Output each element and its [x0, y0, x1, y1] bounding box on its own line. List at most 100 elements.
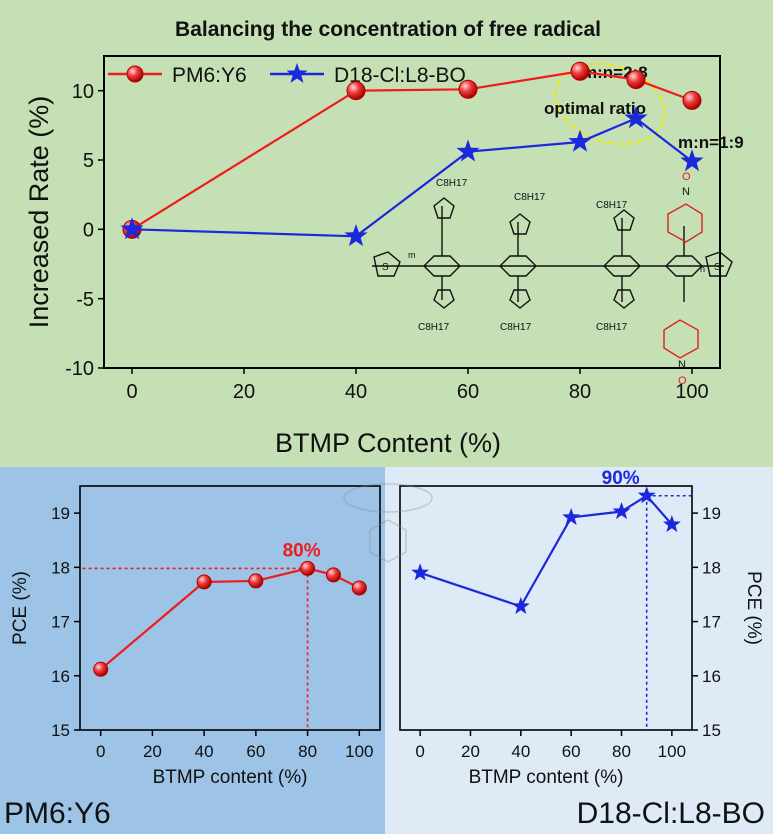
side-chain-label-1-top: C8H17	[436, 178, 468, 189]
repeat-unit-n: n	[700, 264, 705, 274]
y-tick-label: 0	[83, 220, 94, 242]
highlight-label: 80%	[283, 540, 321, 561]
data-point	[624, 106, 648, 129]
top-chart: Balancing the concentration of free radi…	[24, 18, 744, 458]
watermark-ring-ellipse	[343, 483, 433, 513]
x-tick-label: 0	[96, 742, 105, 761]
tempo-o-bottom: O	[678, 375, 687, 387]
data-point	[196, 574, 212, 590]
x-tick-label: 20	[233, 381, 255, 403]
y-tick-label: 18	[51, 558, 70, 577]
data-point	[93, 661, 109, 677]
bl-x-axis-label: BTMP content (%)	[153, 767, 308, 788]
ester-benzene-ring	[665, 255, 703, 277]
annotation-m-n-1-9: m:n=1:9	[678, 133, 744, 152]
y-tick-label: 17	[51, 613, 70, 632]
top-axis-ticks: 0 20 40 60 80 100 -10 -5 0 5 10	[65, 81, 709, 403]
x-tick-label: 20	[461, 742, 480, 761]
data-point	[300, 560, 316, 576]
y-tick-label: 16	[702, 667, 721, 686]
tempo-ring-bottom	[663, 319, 699, 359]
bdt-core-1	[423, 255, 461, 277]
x-tick-label: 40	[195, 742, 214, 761]
top-y-axis-label: Increased Rate (%)	[24, 96, 54, 329]
bottom-left-panel-background	[0, 467, 385, 834]
top-series	[120, 61, 704, 247]
bl-panel-label: PM6:Y6	[4, 797, 111, 830]
br-panel-label: D18-Cl:L8-BO	[577, 797, 765, 830]
x-tick-label: 20	[143, 742, 162, 761]
side-thiophene-1-top	[433, 197, 455, 219]
y-tick-label: 16	[51, 667, 70, 686]
optimal-ratio-highlight	[554, 62, 666, 146]
data-point	[120, 217, 144, 240]
data-point	[562, 508, 581, 526]
x-tick-label: 60	[246, 742, 265, 761]
x-tick-label: 80	[612, 742, 631, 761]
tempo-n-bottom: N	[678, 359, 686, 371]
bl-y-axis-label: PCE (%)	[10, 571, 31, 645]
series-line	[131, 70, 693, 231]
data-point	[612, 502, 631, 520]
data-point	[570, 61, 590, 81]
x-tick-label: 0	[415, 742, 424, 761]
data-point	[248, 573, 264, 589]
side-thiophene-1-bottom	[433, 289, 455, 309]
data-point	[351, 580, 367, 596]
tempo-n-top: N	[682, 186, 690, 198]
bdt-core-2	[499, 255, 537, 277]
bl-plot-frame	[79, 485, 381, 731]
x-tick-label: 60	[457, 381, 479, 403]
data-point	[344, 224, 368, 247]
repeat-unit-m: m	[408, 250, 416, 260]
btmp-molecule-structure: S S m n C8H17 C8H17 C8H17	[372, 171, 733, 387]
x-tick-label: 40	[345, 381, 367, 403]
atom-s-right: S	[714, 262, 721, 273]
side-thiophene-3-top	[613, 209, 635, 231]
side-chain-label-3-bottom: C8H17	[596, 322, 628, 333]
legend-marker-pm6-y6	[126, 65, 144, 83]
br-x-axis-label: BTMP content (%)	[469, 767, 624, 788]
y-tick-label: -5	[76, 289, 94, 311]
x-tick-label: 60	[562, 742, 581, 761]
data-point	[458, 79, 478, 99]
data-point	[637, 486, 656, 504]
tempo-ring-top	[667, 203, 703, 243]
data-point	[411, 563, 430, 581]
data-point	[626, 70, 646, 90]
legend-label-pm6-y6: PM6:Y6	[172, 64, 247, 87]
side-thiophene-2-top	[509, 213, 531, 235]
br-axis-ticks: 0 20 40 60 80 100 15 16 17 18 19	[415, 504, 721, 761]
y-tick-label: 18	[702, 558, 721, 577]
series-line	[131, 117, 693, 238]
data-point	[662, 515, 681, 533]
data-point	[511, 596, 530, 614]
x-tick-label: 100	[345, 742, 373, 761]
terminal-thiophene-right	[705, 251, 733, 277]
data-point	[680, 149, 704, 172]
bl-series: 80%	[80, 540, 367, 730]
x-tick-label: 80	[298, 742, 317, 761]
y-tick-label: 17	[702, 613, 721, 632]
br-y-axis-label: PCE (%)	[743, 571, 764, 645]
x-tick-label: 80	[569, 381, 591, 403]
bl-axis-ticks: 0 20 40 60 80 100 15 16 17 18 19	[51, 504, 373, 761]
y-tick-label: 15	[702, 721, 721, 740]
y-tick-label: 5	[83, 150, 94, 172]
highlight-label: 90%	[602, 468, 640, 489]
watermark-ring	[369, 519, 407, 563]
x-tick-label: 0	[126, 381, 137, 403]
side-chain-label-1-bottom: C8H17	[418, 322, 450, 333]
data-point	[682, 90, 702, 110]
y-tick-label: 19	[702, 504, 721, 523]
br-series: 90%	[411, 468, 692, 730]
atom-s-left: S	[382, 262, 389, 273]
y-tick-label: 19	[51, 504, 70, 523]
top-legend: PM6:Y6 D18-Cl:L8-BO	[108, 63, 466, 87]
tempo-o-top: O	[682, 171, 691, 183]
x-tick-label: 100	[675, 381, 708, 403]
